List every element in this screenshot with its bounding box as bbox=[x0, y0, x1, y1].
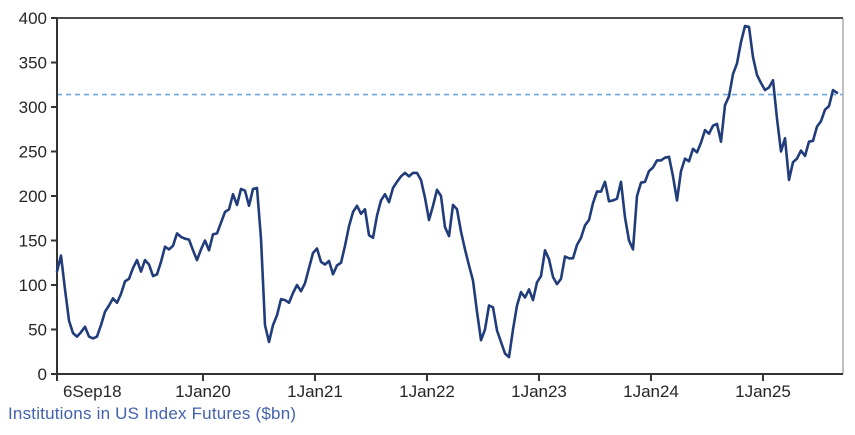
x-tick-label: 1Jan22 bbox=[399, 382, 455, 401]
y-tick-label: 150 bbox=[19, 232, 47, 251]
y-tick-label: 50 bbox=[28, 321, 47, 340]
x-tick-label: 1Jan21 bbox=[287, 382, 343, 401]
x-tick-label: 1Jan20 bbox=[175, 382, 231, 401]
y-tick-label: 100 bbox=[19, 276, 47, 295]
y-tick-label: 250 bbox=[19, 143, 47, 162]
x-tick-label: 6Sep18 bbox=[63, 382, 122, 401]
footer-label: Institutions in US Index Futures ($bn) bbox=[8, 404, 297, 423]
y-tick-label: 400 bbox=[19, 9, 47, 28]
x-tick-label: 1Jan23 bbox=[511, 382, 567, 401]
y-tick-label: 300 bbox=[19, 98, 47, 117]
y-tick-label: 200 bbox=[19, 187, 47, 206]
x-tick-label: 1Jan25 bbox=[735, 382, 791, 401]
y-tick-label: 350 bbox=[19, 54, 47, 73]
series-path bbox=[55, 24, 839, 359]
x-tick-label: 1Jan24 bbox=[623, 382, 679, 401]
y-tick-label: 0 bbox=[38, 365, 47, 384]
